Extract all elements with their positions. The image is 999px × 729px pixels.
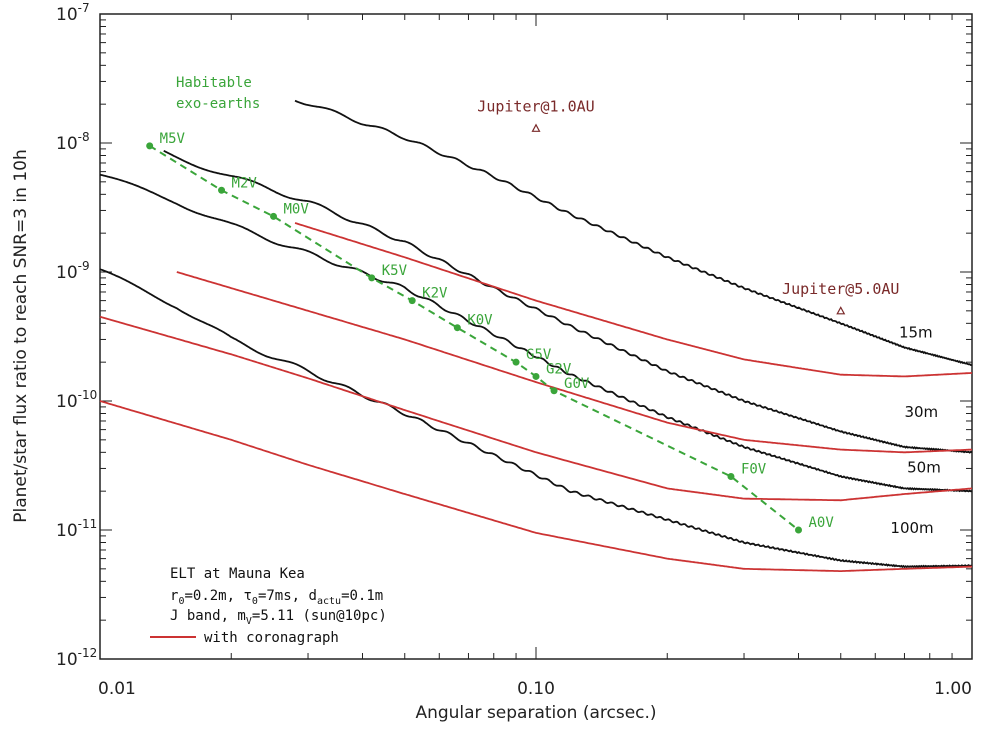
y-tick-label: 10-12 — [56, 646, 97, 670]
y-tick-label: 10-9 — [56, 259, 90, 283]
jupiter-marker — [531, 123, 541, 132]
series-line-15m — [294, 99, 973, 367]
x-tick-label: 0.01 — [98, 679, 136, 699]
spectral-type-label: M0V — [284, 201, 310, 217]
spectral-type-label: K5V — [382, 263, 408, 279]
axis-ticks: 0.01 0.10 1.00 10-7 10-8 10-9 10-10 10-11 10-12 — [56, 1, 972, 699]
series-line-30m — [163, 149, 973, 454]
sensitivity-curves — [99, 99, 973, 572]
jupiter-marker — [836, 306, 846, 315]
habitable-track-line — [149, 145, 800, 531]
info-line-1: ELT at Mauna Kea — [170, 566, 305, 582]
habitable-point — [794, 526, 802, 534]
spectral-type-label: F0V — [741, 461, 767, 477]
x-tick-label: 1.00 — [934, 679, 972, 699]
annotations: Jupiter@1.0AU Jupiter@5.0AU 15m 30m 50m 100m — [477, 97, 941, 537]
telescope-size-label: 30m — [904, 403, 938, 421]
habitable-point — [146, 142, 154, 150]
y-tick-label: 10-11 — [56, 517, 97, 541]
habitable-point — [368, 274, 376, 282]
spectral-type-label: K0V — [467, 313, 493, 329]
habitable-point — [532, 372, 540, 380]
y-tick-label: 10-8 — [56, 130, 90, 154]
x-axis-title: Angular separation (arcsec.) — [415, 703, 656, 723]
info-line-2: r0=0.2m, τ0=7ms, dactu=0.1m — [170, 588, 383, 607]
habitable-point — [408, 297, 416, 305]
habitable-point — [727, 472, 735, 480]
series-line-50m-coronagraph — [99, 315, 973, 502]
legend-label-coronagraph: with coronagraph — [204, 630, 339, 646]
habitable-point — [218, 186, 226, 194]
telescope-size-label: 100m — [890, 519, 933, 537]
jupiter-label: Jupiter@1.0AU — [477, 97, 594, 115]
telescope-size-label: 15m — [899, 324, 933, 342]
series-line-100m — [99, 268, 973, 569]
habitable-point — [270, 212, 278, 220]
series-line-15m-coronagraph — [294, 222, 973, 378]
habitable-point — [512, 358, 520, 366]
y-tick-label: 10-10 — [56, 388, 97, 412]
spectral-type-label: A0V — [808, 515, 834, 531]
series-line-100m-coronagraph — [99, 400, 973, 572]
info-box: ELT at Mauna Kea r0=0.2m, τ0=7ms, dactu=… — [150, 566, 387, 646]
spectral-type-label: M2V — [232, 175, 258, 191]
y-axis-title: Planet/star flux ratio to reach SNR=3 in… — [11, 149, 31, 522]
habitable-title-line-1: Habitable — [176, 75, 252, 91]
telescope-size-label: 50m — [907, 458, 941, 476]
info-line-3: J band, mV=5.11 (sun@10pc) — [170, 608, 387, 627]
habitable-title-line-2: exo-earths — [176, 96, 260, 112]
spectral-type-label: G2V — [546, 361, 572, 377]
y-tick-label: 10-7 — [56, 1, 90, 25]
spectral-type-label: M5V — [160, 131, 186, 147]
spectral-type-label: K2V — [422, 286, 448, 302]
habitable-point — [453, 324, 461, 332]
jupiter-label: Jupiter@5.0AU — [782, 280, 899, 298]
habitable-point — [550, 387, 558, 395]
spectral-type-label: G0V — [564, 376, 590, 392]
x-tick-label: 0.10 — [517, 679, 555, 699]
spectral-type-label: G5V — [526, 347, 552, 363]
series-line-50m — [99, 173, 973, 493]
series-line-30m-coronagraph — [176, 271, 972, 454]
